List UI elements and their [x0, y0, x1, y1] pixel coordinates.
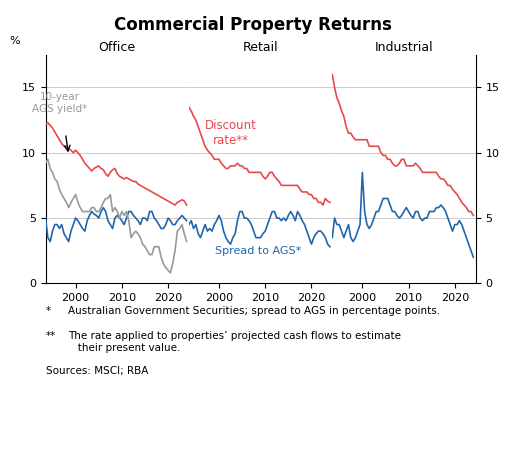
- Text: Australian Government Securities; spread to AGS in percentage points.: Australian Government Securities; spread…: [68, 306, 439, 316]
- Text: 10-year
AGS yield*: 10-year AGS yield*: [32, 92, 87, 114]
- Text: The rate applied to properties’ projected cash flows to estimate
   their presen: The rate applied to properties’ projecte…: [68, 331, 400, 353]
- Title: Office: Office: [98, 41, 135, 53]
- Text: %: %: [10, 36, 20, 46]
- Text: Commercial Property Returns: Commercial Property Returns: [114, 16, 391, 34]
- Title: Retail: Retail: [242, 41, 278, 53]
- Text: Spread to AGS*: Spread to AGS*: [215, 246, 301, 256]
- Text: *: *: [45, 306, 50, 316]
- Title: Industrial: Industrial: [374, 41, 432, 53]
- Text: Sources: MSCI; RBA: Sources: MSCI; RBA: [45, 366, 147, 376]
- Text: Discount
rate**: Discount rate**: [204, 119, 256, 147]
- Text: **: **: [45, 331, 56, 341]
